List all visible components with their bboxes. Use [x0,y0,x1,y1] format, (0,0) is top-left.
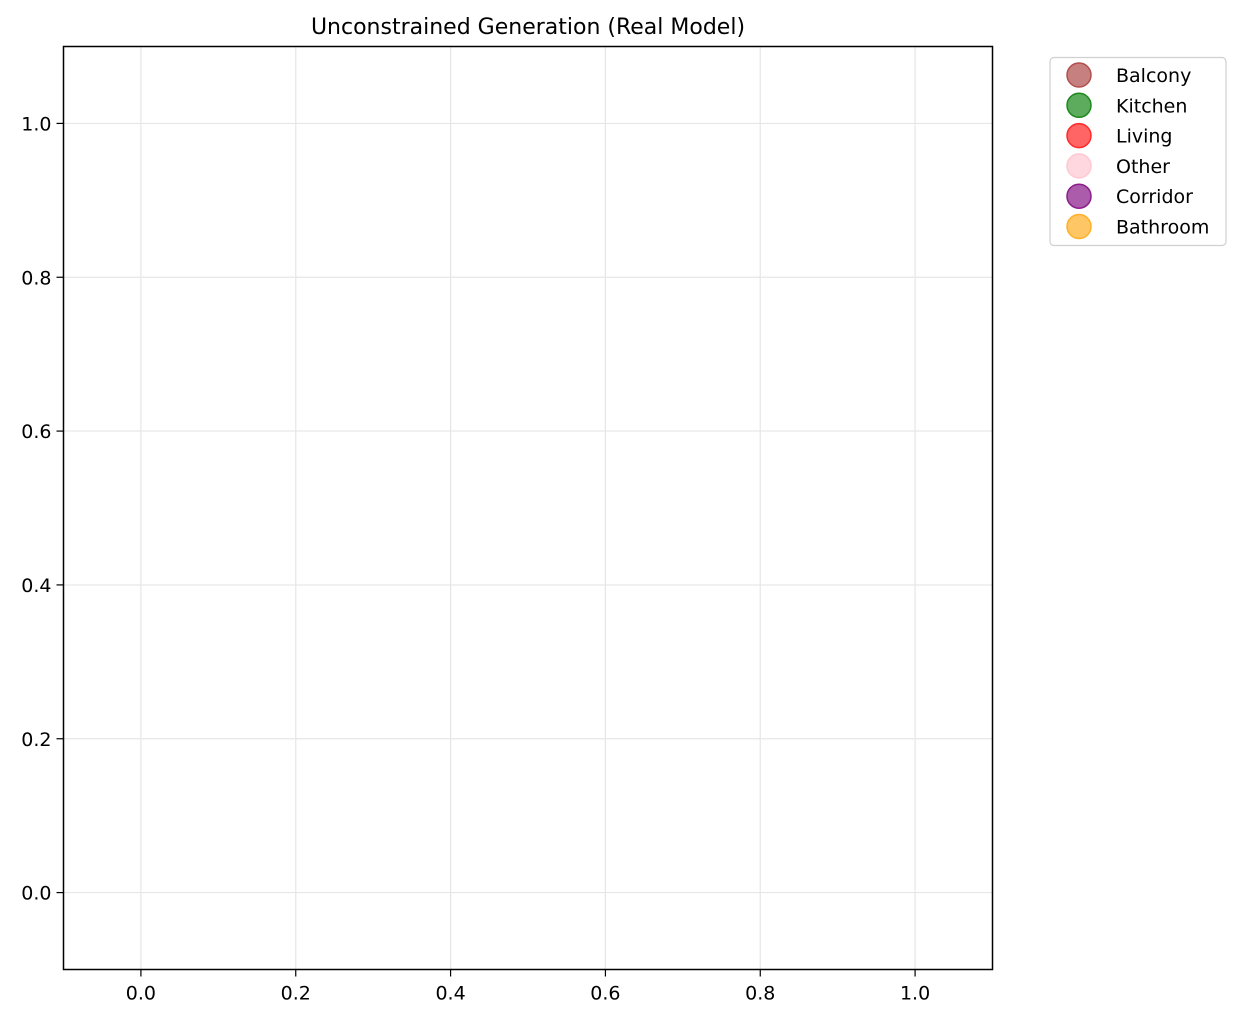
plot-area-frame [62,45,994,971]
legend-label: Corridor [1116,186,1193,208]
y-tick-label: 0.8 [21,267,51,289]
y-axis: 0.0 0.2 0.4 0.6 0.8 1.0 [21,113,64,905]
legend-label: Kitchen [1116,95,1187,117]
legend-box [1049,56,1227,247]
x-tick-label: 0.4 [435,983,465,1005]
x-tick-label: 0.0 [126,983,156,1005]
legend-marker [1066,122,1092,149]
legend-label: Bathroom [1116,217,1209,239]
legend-marker [1066,213,1092,240]
x-tick-label: 0.6 [590,983,620,1005]
x-tick-label: 1.0 [900,983,930,1005]
legend-label: Balcony [1116,65,1191,87]
y-tick-label: 0.2 [21,729,51,751]
grid-lines [63,46,993,970]
legend-label: Living [1116,126,1173,148]
y-tick-label: 1.0 [21,113,51,135]
x-tick-label: 0.2 [281,983,311,1005]
legend: Balcony Kitchen Living Other Corridor Bathroo… [1049,56,1227,247]
y-tick-label: 0.6 [21,421,51,443]
x-tick-label: 0.8 [745,983,775,1005]
y-tick-label: 0.4 [21,575,51,597]
legend-label: Other [1116,156,1170,178]
legend-marker [1066,92,1092,119]
legend-marker [1066,183,1092,209]
x-axis: 0.0 0.2 0.4 0.6 0.8 1.0 [126,969,930,1005]
legend-marker [1066,62,1092,88]
legend-marker [1066,153,1092,179]
y-tick-label: 0.0 [21,883,51,905]
chart-title: Unconstrained Generation (Real Model) [311,15,745,40]
